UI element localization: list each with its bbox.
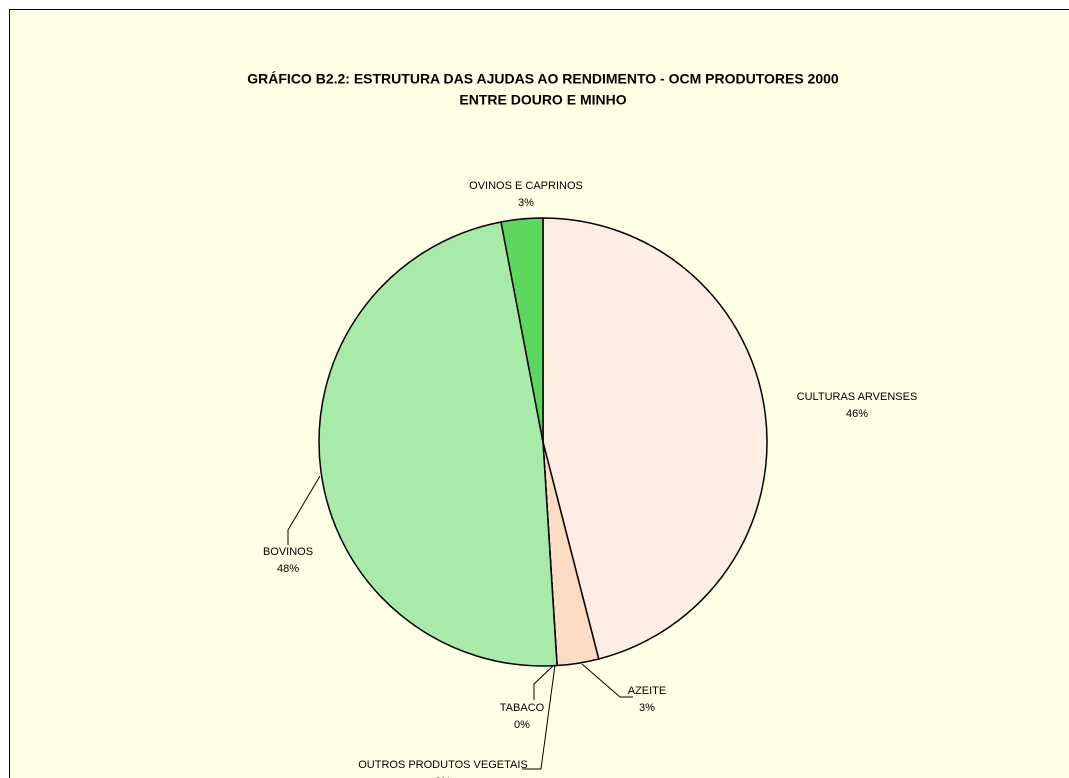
leader-line — [581, 663, 633, 698]
chart-subtitle: ENTRE DOURO E MINHO — [459, 92, 626, 108]
leader-line — [287, 475, 321, 545]
slice-value-label: 0% — [514, 719, 530, 731]
leader-line — [533, 664, 555, 700]
slice-label: CULTURAS ARVENSES — [797, 391, 918, 403]
slice-label: AZEITE — [628, 685, 667, 697]
pie-slice — [542, 217, 768, 660]
slice-value-label: 46% — [846, 408, 868, 420]
slice-value-label: 0% — [435, 776, 451, 778]
slice-label: OUTROS PRODUTOS VEGETAIS — [358, 759, 528, 771]
pie-slice — [500, 217, 544, 443]
slice-value-label: 48% — [277, 563, 299, 575]
slice-label: OVINOS E CAPRINOS — [469, 180, 583, 192]
chart-title: GRÁFICO B2.2: ESTRUTURA DAS AJUDAS AO RE… — [247, 71, 839, 87]
leader-line — [522, 664, 556, 770]
slice-label: TABACO — [500, 702, 545, 714]
slice-value-label: 3% — [639, 702, 655, 714]
slice-label: BOVINOS — [263, 546, 313, 558]
pie-slice — [318, 221, 558, 667]
slice-value-label: 3% — [518, 197, 534, 209]
